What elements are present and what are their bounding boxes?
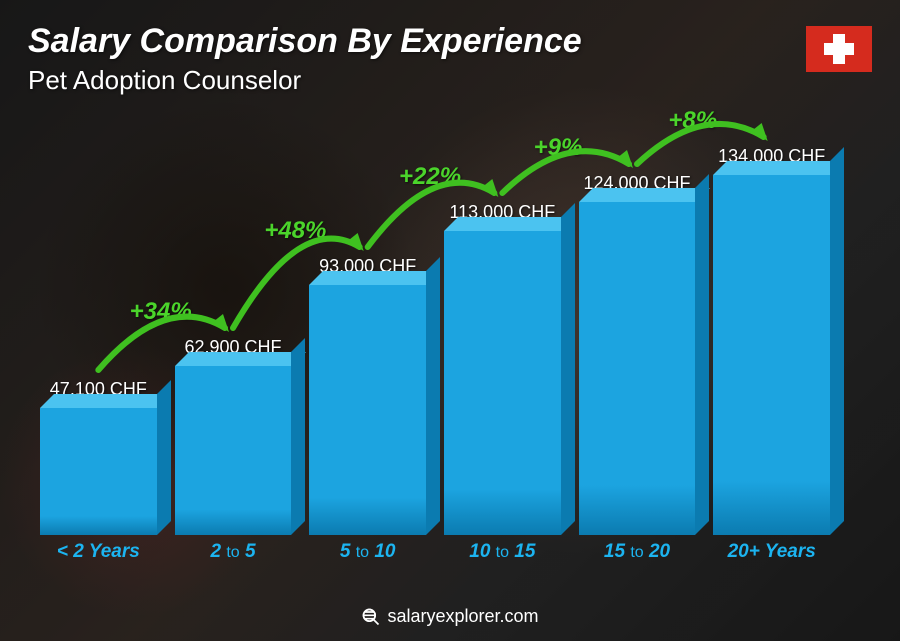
chart-subtitle: Pet Adoption Counselor [28, 65, 582, 96]
bar-slot: 134,000 CHF [713, 146, 830, 535]
footer-text: salaryexplorer.com [387, 606, 538, 627]
percent-increase-badge: +9% [534, 134, 583, 162]
bar-slot: 62,900 CHF [175, 337, 292, 535]
bar [175, 366, 292, 535]
chart-area: 47,100 CHF62,900 CHF93,000 CHF113,000 CH… [40, 120, 830, 571]
bar [309, 285, 426, 535]
bar [444, 231, 561, 535]
bar [713, 175, 830, 535]
x-axis-label: 2 to 5 [175, 541, 292, 571]
x-axis-label: < 2 Years [40, 541, 157, 571]
chart-title: Salary Comparison By Experience [28, 22, 582, 61]
infographic-container: Salary Comparison By Experience Pet Adop… [0, 0, 900, 641]
x-axis-label: 10 to 15 [444, 541, 561, 571]
globe-search-icon [361, 607, 381, 627]
bar-slot: 113,000 CHF [444, 202, 561, 535]
bar [579, 202, 696, 535]
x-axis-labels: < 2 Years 2 to 5 5 to 10 10 to 15 15 to 20 20… [40, 541, 830, 571]
title-block: Salary Comparison By Experience Pet Adop… [28, 22, 582, 96]
bar-slot: 47,100 CHF [40, 379, 157, 535]
bar [40, 408, 157, 535]
x-axis-label: 15 to 20 [579, 541, 696, 571]
percent-increase-badge: +34% [130, 298, 192, 326]
x-axis-label: 20+ Years [713, 541, 830, 571]
bars-row: 47,100 CHF62,900 CHF93,000 CHF113,000 CH… [40, 120, 830, 535]
percent-increase-badge: +8% [668, 107, 717, 135]
bar-slot: 124,000 CHF [579, 173, 696, 535]
percent-increase-badge: +48% [264, 217, 326, 245]
x-axis-label: 5 to 10 [309, 541, 426, 571]
footer: salaryexplorer.com [0, 606, 900, 627]
swiss-flag-icon [806, 26, 872, 72]
bar-slot: 93,000 CHF [309, 256, 426, 535]
percent-increase-badge: +22% [399, 163, 461, 191]
